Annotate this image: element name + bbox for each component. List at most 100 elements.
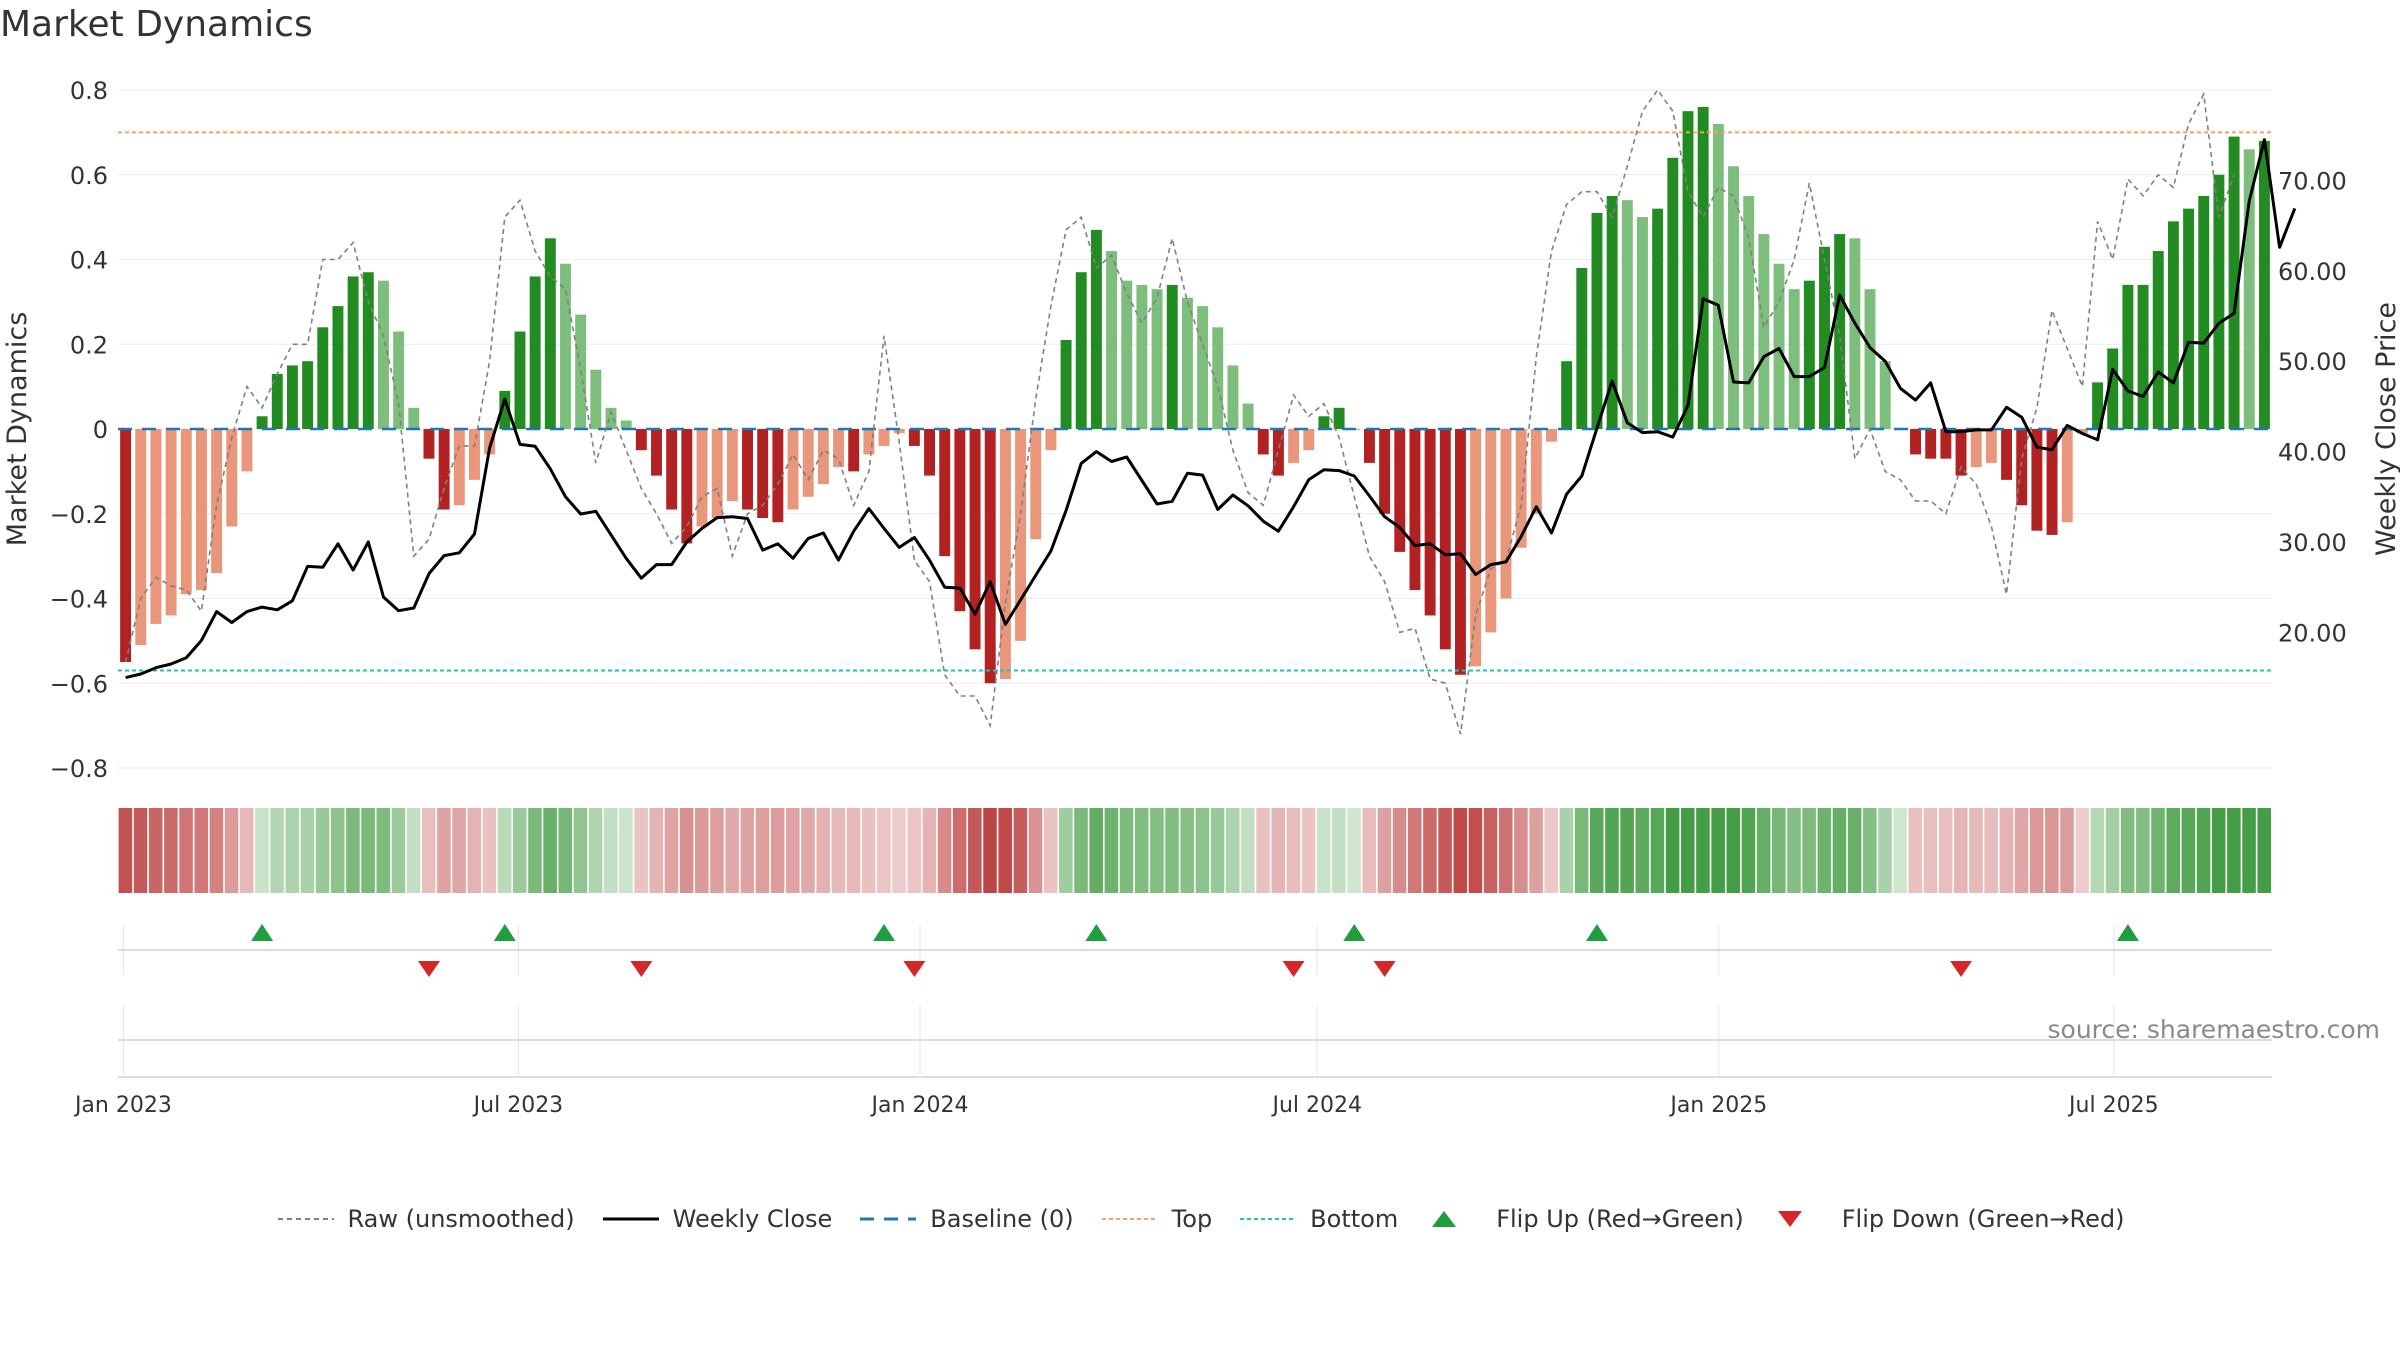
dynamics-bar	[2092, 382, 2104, 429]
dynamics-bar	[742, 429, 753, 510]
y2-tick-label: 60.00	[2278, 258, 2347, 286]
regime-strip-cell	[1134, 808, 1149, 893]
dynamics-bar	[863, 429, 875, 455]
dynamics-bar	[1212, 327, 1224, 429]
regime-strip-cell	[1362, 808, 1377, 893]
dynamics-bar	[1955, 429, 1967, 476]
regime-strip-cell	[1878, 808, 1892, 893]
regime-strip-cell	[1332, 808, 1346, 893]
dynamics-bar	[165, 429, 177, 616]
legend-label-baseline: Baseline (0)	[930, 1205, 1074, 1233]
dynamics-bar	[135, 429, 147, 646]
flip-up-marker	[1343, 924, 1366, 941]
y-tick-label: 0.6	[70, 162, 108, 190]
dynamics-bar	[1515, 429, 1527, 548]
legend-swatch-raw	[277, 1218, 334, 1220]
regime-strip-cell	[2257, 808, 2271, 893]
dynamics-bar	[2046, 429, 2058, 535]
regime-strip-cell	[679, 808, 694, 893]
regime-strip-cell	[1241, 808, 1255, 893]
y-tick-label: −0.8	[50, 755, 108, 783]
regime-strip-cell	[1225, 808, 1240, 893]
regime-strip-cell	[2120, 808, 2135, 893]
x-tick-label: Jul 2025	[2067, 1093, 2159, 1118]
dynamics-bar	[1970, 429, 1982, 468]
regime-strip-cell	[1438, 808, 1452, 893]
legend-item-top: Top	[1100, 1205, 1212, 1233]
dynamics-bar	[1530, 429, 1542, 514]
dynamics-bar	[2213, 174, 2225, 429]
regime-strip-cell	[2029, 808, 2044, 893]
dynamics-bar	[1621, 200, 1633, 429]
regime-strip-cell	[1256, 808, 1270, 893]
regime-strip-cell	[512, 808, 527, 893]
bars-layer	[120, 106, 2270, 684]
dynamics-bar	[2243, 149, 2255, 429]
regime-strip-cell	[664, 808, 679, 893]
y2-tick-label: 50.00	[2278, 348, 2347, 376]
dynamics-bar	[2258, 140, 2270, 429]
regime-strip-cell	[133, 808, 148, 893]
dynamics-bar	[2016, 429, 2028, 506]
legend-label-close: Weekly Close	[672, 1205, 833, 1233]
legend-item-close: Weekly Close	[601, 1205, 833, 1233]
regime-strip-cell	[406, 808, 421, 893]
regime-strip-cell	[1574, 808, 1589, 893]
dynamics-bar	[1879, 361, 1891, 429]
regime-strip-cell	[725, 808, 739, 893]
dynamics-bar	[2122, 284, 2134, 429]
dynamics-bar	[1849, 238, 1861, 429]
dynamics-bar	[271, 373, 283, 429]
dynamics-bar	[2228, 136, 2240, 430]
regime-strip-cell	[1999, 808, 2014, 893]
dynamics-bar	[1485, 429, 1497, 633]
regime-strip-cell	[1665, 808, 1680, 893]
regime-strip-cell	[619, 808, 633, 893]
regime-strip-cell	[2196, 808, 2211, 893]
legend-item-baseline: Baseline (0)	[858, 1205, 1074, 1233]
legend-swatch-flip-up	[1432, 1211, 1457, 1227]
dynamics-bar	[696, 429, 708, 527]
regime-strip-cell	[2045, 808, 2059, 893]
dynamics-bar	[1106, 251, 1118, 429]
dynamics-bar	[954, 429, 966, 612]
dynamics-bar	[1500, 429, 1512, 599]
dynamics-bar	[1682, 111, 1694, 429]
dynamics-bar	[635, 429, 647, 451]
dynamics-bar	[817, 429, 829, 485]
regime-strip-cell	[801, 808, 815, 893]
legend-item-bottom: Bottom	[1238, 1205, 1398, 1233]
dynamics-bar	[605, 407, 617, 429]
regime-strip-cell	[239, 808, 254, 893]
regime-strip-cell	[376, 808, 391, 893]
y-tick-label: −0.6	[50, 670, 108, 698]
dynamics-bar	[195, 429, 207, 591]
dynamics-bar	[180, 429, 192, 595]
page-title: Market Dynamics	[0, 4, 313, 45]
regime-strip-cell	[2227, 808, 2241, 893]
dynamics-bar	[1151, 289, 1163, 429]
reference-lines-layer	[118, 131, 2272, 672]
flip-up-marker	[2116, 924, 2139, 941]
regime-strip-cell	[1210, 808, 1225, 893]
dynamics-bar	[1439, 429, 1451, 650]
regime-strip-cell	[270, 808, 284, 893]
regime-strip-cell	[1802, 808, 1816, 893]
regime-strip-cell	[2075, 808, 2089, 893]
dynamics-bar	[1925, 429, 1937, 459]
regime-strip-cell	[2166, 808, 2180, 893]
flip-down-marker	[630, 961, 653, 977]
dynamics-bar	[2061, 429, 2073, 523]
dynamics-bar	[2137, 284, 2149, 429]
regime-strip-cell	[604, 808, 618, 893]
regime-strip-cell	[497, 808, 512, 893]
regime-strip-cell	[861, 808, 876, 893]
dynamics-bar	[453, 429, 465, 506]
dynamics-bar	[347, 276, 359, 429]
y2-tick-label: 70.00	[2278, 167, 2347, 195]
dynamics-bar	[1773, 263, 1785, 429]
y-axis-title: Market Dynamics	[2, 312, 33, 547]
regime-strip-cell	[634, 808, 648, 893]
regime-strip-cell	[467, 808, 482, 893]
